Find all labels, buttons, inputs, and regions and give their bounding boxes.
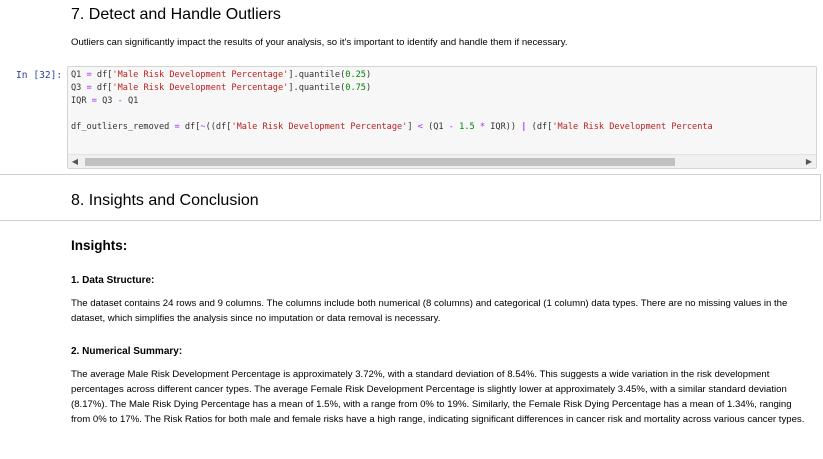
insight-heading-numerical-summary: 2. Numerical Summary:: [71, 346, 183, 357]
code-line-3: IQR = Q3 - Q1: [71, 96, 139, 106]
code-line-5: df_outliers_removed = df[~((df['Male Ris…: [71, 122, 713, 132]
insight-heading-data-structure: 1. Data Structure:: [71, 275, 155, 286]
outliers-description: Outliers can significantly impact the re…: [71, 37, 568, 48]
section-heading-insights: 8. Insights and Conclusion: [71, 192, 259, 209]
code-cell[interactable]: Q1 = df['Male Risk Development Percentag…: [67, 66, 817, 169]
insights-title: Insights:: [71, 238, 128, 253]
scroll-right-icon[interactable]: ▶: [805, 157, 813, 166]
code-line-4: [71, 108, 713, 121]
selected-markdown-cell[interactable]: [0, 174, 821, 221]
code-line-2: Q3 = df['Male Risk Development Percentag…: [71, 83, 372, 93]
scrollbar-thumb[interactable]: [85, 158, 675, 166]
insight-body-numerical-summary: The average Male Risk Development Percen…: [71, 369, 805, 425]
horizontal-scrollbar[interactable]: ◀ ▶: [68, 154, 816, 168]
cell-prompt: In [32]:: [16, 70, 63, 81]
insight-body-data-structure: The dataset contains 24 rows and 9 colum…: [71, 298, 788, 324]
scroll-left-icon[interactable]: ◀: [71, 157, 79, 166]
section-heading-outliers: 7. Detect and Handle Outliers: [71, 6, 281, 23]
code-line-1: Q1 = df['Male Risk Development Percentag…: [71, 70, 372, 80]
